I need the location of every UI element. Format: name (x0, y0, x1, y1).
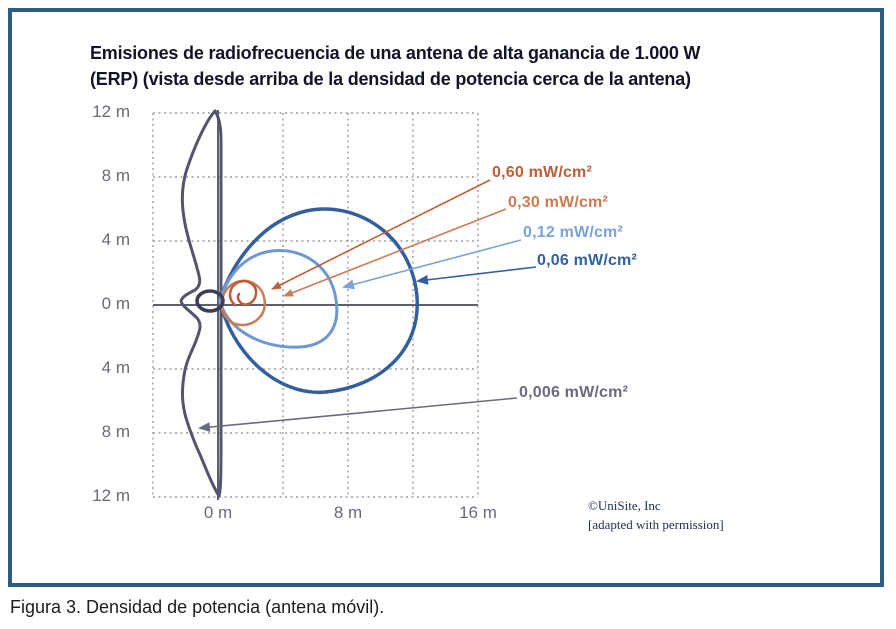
contour-0006 (179, 109, 223, 498)
x-tick-16: 16 m (459, 503, 497, 522)
contour-060 (228, 280, 258, 307)
y-tick-0: 0 m (101, 294, 130, 313)
credit-line2: [adapted with permission] (588, 517, 724, 532)
credit-note: ©UniSite, Inc [adapted with permission] (588, 496, 724, 534)
arrow-0-30 (283, 208, 507, 297)
y-tick-4-top: 4 m (101, 230, 130, 249)
credit-line1: ©UniSite, Inc (588, 498, 661, 513)
x-tick-0: 0 m (203, 503, 233, 522)
contour-label-0-12: 0,12 mW/cm² (523, 224, 624, 241)
y-tick-12-top: 12 m (92, 102, 130, 121)
leader-arrows (198, 179, 537, 433)
contour-label-0-06: 0,06 mW/cm² (537, 252, 638, 269)
y-tick-8-bot: 8 m (101, 422, 130, 441)
contour-label-0-60: 0,60 mW/cm² (492, 164, 593, 181)
antenna-marker (195, 289, 225, 313)
arrow-0-12 (342, 239, 522, 290)
y-tick-4-bot: 4 m (101, 358, 130, 377)
contour-label-0-006: 0,006 mW/cm² (519, 384, 629, 401)
y-tick-12-bot: 12 m (92, 486, 130, 505)
contour-012 (218, 249, 339, 349)
figure-title-line2: (ERP) (vista desde arriba de la densidad… (90, 69, 691, 89)
figure-title: Emisiones de radiofrecuencia de una ante… (90, 40, 830, 92)
arrow-0-06 (416, 266, 537, 285)
axes (153, 110, 478, 500)
arrow-0-60 (271, 179, 491, 290)
figure-frame (8, 8, 884, 587)
y-tick-8-top: 8 m (101, 166, 130, 185)
x-tick-8: 8 m (333, 503, 363, 522)
arrow-0-006 (198, 397, 518, 433)
contour-006 (218, 207, 419, 395)
figure-caption: Figura 3. Densidad de potencia (antena m… (10, 597, 385, 617)
contour-label-0-30: 0,30 mW/cm² (508, 194, 609, 211)
figure-title-line1: Emisiones de radiofrecuencia de una ante… (90, 43, 701, 63)
